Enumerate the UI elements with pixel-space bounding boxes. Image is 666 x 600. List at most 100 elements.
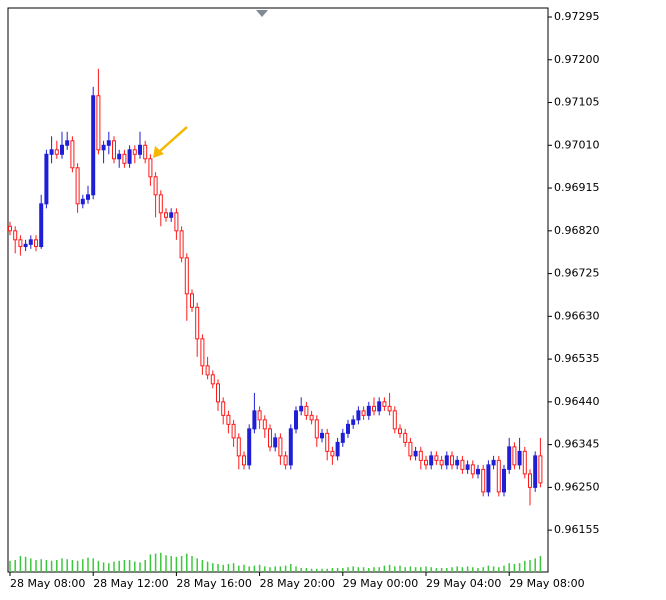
candle-body [533,455,538,488]
candle-body [486,464,491,493]
candle-body [283,455,288,466]
candle-body [528,473,532,488]
candle-body [278,437,283,457]
candle-body [408,441,413,457]
candle-body [158,194,163,214]
plot-frame [7,7,549,573]
candle-body [205,365,210,376]
candle-body [502,468,506,493]
candle-body [169,212,174,218]
y-tick-label: 0.96345 [554,438,600,451]
candle-body [34,239,38,248]
x-tick-label: 29 May 04:00 [426,577,501,590]
candle-body [44,153,49,205]
candle-body [491,459,496,466]
candle-body [372,405,376,412]
candle-body [273,437,278,448]
y-tick-label: 0.97200 [554,53,600,66]
candle-body [153,176,158,196]
candle-body [424,459,428,466]
candle-body [60,144,64,155]
x-tick-label: 29 May 00:00 [343,577,418,590]
candle-body [496,459,501,493]
candle-body [465,464,470,470]
candle-body [382,401,387,407]
candle-body [366,405,371,416]
candle-body [517,450,522,466]
candle-body [132,149,137,155]
candle-body [470,464,475,475]
candle-body [403,432,408,443]
candle-body [450,455,454,466]
candle-body [377,401,382,412]
y-tick-label: 0.96820 [554,224,600,237]
candle-body [351,419,356,425]
candle-body [106,140,111,146]
candle-body [75,167,80,205]
candle-body [507,446,512,470]
candle-body [122,153,127,164]
candle-body [49,149,54,155]
candle-body [70,140,75,169]
candle-body [210,374,215,385]
candle-body [455,459,460,466]
candle-body [288,428,293,466]
candle-body [413,450,418,457]
y-tick-label: 0.96630 [554,309,600,322]
candle-body [418,450,423,461]
y-tick-label: 0.96440 [554,395,600,408]
candle-body [242,455,246,466]
y-tick-label: 0.96535 [554,352,600,365]
candle-body [262,419,267,430]
candle-body [522,450,527,475]
candle-body [236,437,241,457]
candle-body [512,446,517,466]
candle-body [13,230,18,241]
candle-body [434,455,439,461]
y-tick-label: 0.96915 [554,181,600,194]
candle-body [335,441,340,457]
candle-body [54,149,59,155]
x-tick-label: 28 May 20:00 [260,577,335,590]
candle-body [294,410,298,430]
candle-body [429,455,434,466]
candle-body [179,230,184,259]
candle-body [184,257,189,295]
candle-body [164,212,168,218]
y-tick-label: 0.96250 [554,480,600,493]
x-tick-label: 28 May 16:00 [176,577,251,590]
candle-body [143,144,148,160]
candle-body [257,410,262,421]
candle-body [481,468,486,493]
candle-body [28,239,33,245]
candle-body [460,459,465,470]
candle-body [226,414,231,425]
candle-body [148,158,153,178]
candle-body [18,239,23,248]
candle-body [221,401,226,416]
candle-body [96,95,101,151]
candle-body [476,468,480,475]
candle-body [101,144,106,151]
candle-body [304,405,309,416]
candle-body [23,243,28,248]
candle-body [252,410,257,430]
y-tick-label: 0.97105 [554,96,600,109]
candle-body [117,153,122,160]
candle-body [538,455,543,484]
x-tick-label: 28 May 12:00 [93,577,168,590]
candle-body [80,198,85,205]
candle-body [127,149,132,164]
candle-body [195,306,200,340]
candle-body [387,405,392,412]
candle-body [299,405,304,412]
candle-body [200,338,205,367]
candle-body [190,293,194,308]
candle-body [138,144,142,155]
candle-body [346,423,350,434]
x-tick-label: 28 May 08:00 [10,577,85,590]
candle-body [216,383,220,403]
y-tick-label: 0.96725 [554,267,600,280]
candle-body [86,194,90,200]
